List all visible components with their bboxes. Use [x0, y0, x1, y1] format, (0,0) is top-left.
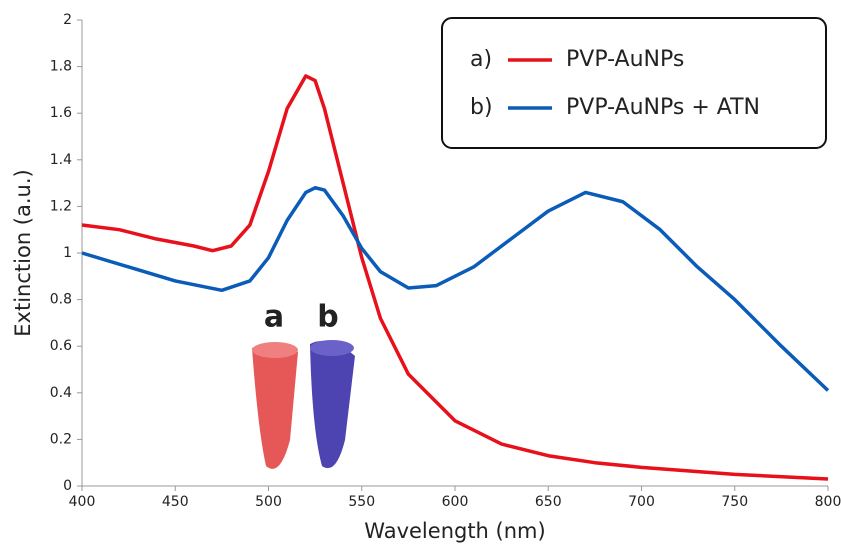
- y-tick-label: 1: [63, 245, 72, 261]
- y-tick-label: 0: [63, 478, 72, 494]
- y-tick-label: 1.4: [50, 152, 72, 168]
- y-axis-title: Extinction (a.u.): [11, 169, 35, 336]
- legend-text: PVP-AuNPs: [566, 47, 684, 72]
- tube-b: [310, 340, 355, 469]
- y-tick-label: 1.2: [50, 198, 72, 214]
- x-tick-label: 700: [628, 494, 655, 510]
- y-tick-label: 0.4: [50, 385, 72, 401]
- x-tick-label: 650: [535, 494, 562, 510]
- y-tick-label: 0.2: [50, 431, 72, 447]
- y-tick-label: 0.6: [50, 338, 72, 354]
- legend-label: a): [470, 47, 492, 72]
- y-tick-label: 1.8: [50, 59, 72, 75]
- x-tick-label: 600: [442, 494, 469, 510]
- x-tick-label: 800: [815, 494, 841, 510]
- legend-text: PVP-AuNPs + ATN: [566, 95, 760, 120]
- series-line: [81, 74, 829, 481]
- legend-label: b): [470, 95, 493, 120]
- x-tick-label: 400: [69, 494, 96, 510]
- x-tick-label: 750: [721, 494, 748, 510]
- tube-b-top: [310, 340, 354, 356]
- x-tick-label: 500: [255, 494, 282, 510]
- inset-tubes: [252, 340, 355, 469]
- y-tick-label: 1.6: [50, 105, 72, 121]
- series-line: [81, 186, 830, 392]
- tube-a-top: [252, 342, 298, 358]
- x-tick-label: 450: [162, 494, 189, 510]
- y-tick-label: 2: [63, 12, 72, 28]
- annotation: b: [317, 300, 338, 335]
- annotation: a: [264, 300, 284, 335]
- x-axis-title: Wavelength (nm): [364, 519, 545, 543]
- y-tick-label: 0.8: [50, 292, 72, 308]
- x-tick-label: 550: [348, 494, 375, 510]
- legend: [441, 17, 827, 149]
- tube-a: [252, 343, 298, 469]
